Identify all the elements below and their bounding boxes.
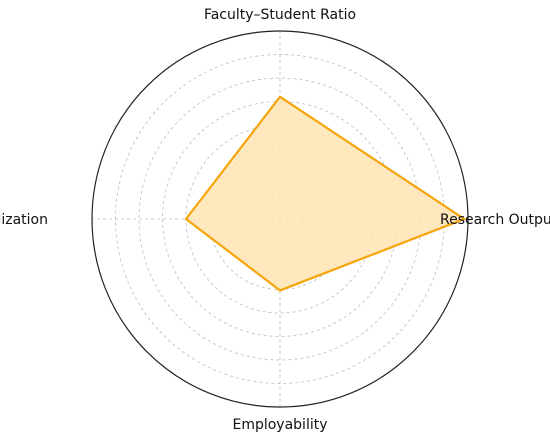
series-area [186, 96, 465, 291]
series-line [184, 95, 467, 292]
axis-label: Internationalization [0, 212, 48, 228]
axis-label: Research Output [440, 212, 550, 228]
axis-label: Employability [232, 417, 327, 433]
axis-label: Faculty–Student Ratio [204, 7, 356, 23]
outer-circle [91, 30, 469, 408]
